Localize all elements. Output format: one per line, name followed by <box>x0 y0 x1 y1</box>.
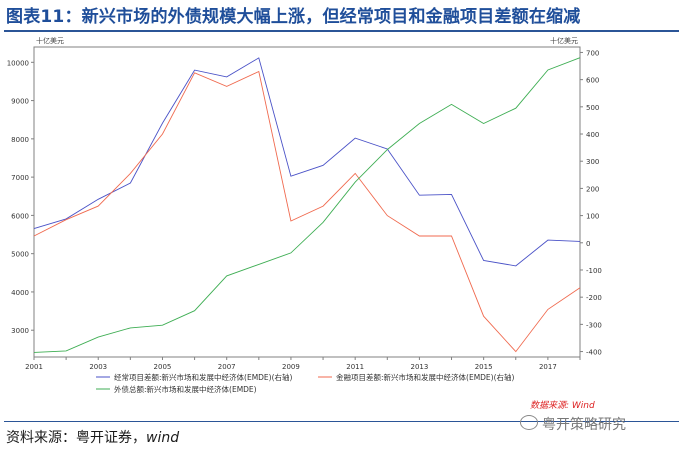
source-label: 资料来源：粤开证券， <box>6 430 146 446</box>
left-axis-unit: 十亿美元 <box>36 36 64 45</box>
page-title: 图表11：新兴市场的外债规模大幅上涨，但经常项目和金融项目差额在缩减 <box>6 7 581 27</box>
x-tick-label: 2011 <box>346 363 364 371</box>
brand-name: 粤开策略研究 <box>542 417 626 433</box>
x-tick-label: 2017 <box>539 363 557 371</box>
y-left-tick-label: 4000 <box>11 289 29 297</box>
y-right-tick-label: 100 <box>586 213 599 221</box>
watermark-text: 数据来源: Wind <box>530 401 595 411</box>
y-right-tick-label: -400 <box>586 349 602 357</box>
y-right-tick-label: 500 <box>586 104 599 112</box>
x-tick-label: 2001 <box>25 363 43 371</box>
x-tick-label: 2007 <box>218 363 236 371</box>
y-right-tick-label: -300 <box>586 321 602 329</box>
y-right-tick-label: -200 <box>586 294 602 302</box>
x-tick-label: 2003 <box>89 363 107 371</box>
footer-divider <box>4 421 679 422</box>
legend-label-3: 外债总额:新兴市场和发展中经济体(EMDE) <box>114 384 257 394</box>
y-left-tick-label: 5000 <box>11 251 29 259</box>
wechat-icon <box>520 415 538 430</box>
source-note: 资料来源：粤开证券，wind <box>6 427 179 447</box>
series-line-2 <box>33 70 581 353</box>
x-tick-label: 2009 <box>282 363 300 371</box>
y-left-tick-label: 3000 <box>11 327 29 335</box>
series-line-3 <box>33 57 581 353</box>
y-left-tick-label: 10000 <box>7 59 29 67</box>
y-right-tick-label: 700 <box>586 49 599 57</box>
y-left-tick-label: 9000 <box>11 98 29 106</box>
x-tick-label: 2005 <box>154 363 172 371</box>
x-tick-label: 2015 <box>475 363 493 371</box>
y-right-tick-label: 0 <box>586 240 590 248</box>
series-line-1 <box>33 57 581 267</box>
legend-label-1: 经常项目差额:新兴市场和发展中经济体(EMDE)(右轴) <box>114 372 293 382</box>
brand-logo: 粤开策略研究 <box>520 414 626 434</box>
y-right-tick-label: -100 <box>586 267 602 275</box>
y-left-tick-label: 8000 <box>11 136 29 144</box>
title-divider <box>4 30 679 32</box>
y-right-tick-label: 600 <box>586 77 599 85</box>
y-right-tick-label: 200 <box>586 185 599 193</box>
y-right-tick-label: 300 <box>586 158 599 166</box>
plot-frame <box>33 46 581 358</box>
legend-label-2: 金融项目差额:新兴市场和发展中经济体(EMDE)(右轴) <box>336 372 515 382</box>
source-wind: wind <box>146 430 180 446</box>
right-axis-unit: 十亿美元 <box>550 36 578 45</box>
y-left-tick-label: 6000 <box>11 212 29 220</box>
y-left-tick-label: 7000 <box>11 174 29 182</box>
x-tick-label: 2013 <box>410 363 428 371</box>
y-right-tick-label: 400 <box>586 131 599 139</box>
